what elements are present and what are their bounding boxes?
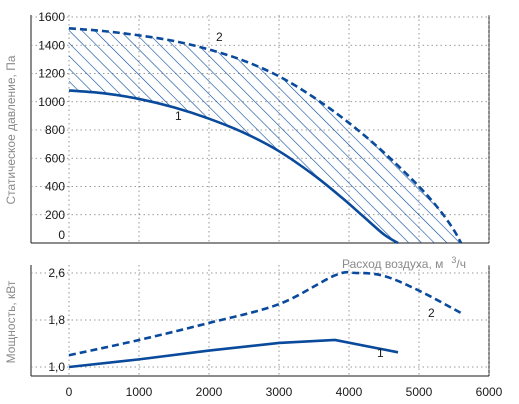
pressure-panel: 0 200 400 600 800 1000 1200 1400 1600 Статическо… bbox=[4, 10, 490, 245]
pressure-series-1-line bbox=[68, 89, 399, 245]
pressure-y-tick-label: 0 bbox=[58, 228, 65, 242]
pressure-y-ticks: 0 200 400 600 800 1000 1200 1400 1600 bbox=[38, 10, 65, 242]
power-gridlines bbox=[31, 265, 490, 376]
power-x-tick-label: 4000 bbox=[336, 385, 363, 399]
power-series bbox=[68, 270, 462, 369]
pressure-y-tick-label: 1000 bbox=[38, 95, 65, 109]
pressure-series-1-label: 1 bbox=[175, 109, 182, 123]
power-x-tick-label: 0 bbox=[66, 385, 73, 399]
power-x-tick-label: 5000 bbox=[406, 385, 433, 399]
power-y-tick-label: 1,8 bbox=[48, 313, 65, 327]
power-x-ticks: 0 1000 2000 3000 4000 5000 6000 bbox=[66, 385, 503, 399]
power-panel: 1,0 1,8 2,6 0 1000 2000 3000 4000 5000 6000 Мощн… bbox=[4, 265, 503, 399]
x-axis-title-sup: 3 bbox=[451, 255, 456, 265]
power-y-axis-title: Мощность, кВт bbox=[4, 280, 18, 363]
power-x-tick-label: 2000 bbox=[196, 385, 223, 399]
power-x-tick-label: 1000 bbox=[126, 385, 153, 399]
power-y-ticks: 1,0 1,8 2,6 bbox=[48, 266, 65, 374]
power-x-tick-label: 3000 bbox=[266, 385, 293, 399]
pressure-y-tick-label: 1200 bbox=[38, 67, 65, 81]
pressure-y-tick-label: 600 bbox=[45, 151, 65, 165]
power-series-2-label: 2 bbox=[428, 306, 435, 320]
pressure-y-tick-label: 1400 bbox=[38, 38, 65, 52]
pressure-series-2-label: 2 bbox=[216, 30, 223, 44]
pressure-series bbox=[68, 27, 463, 245]
pressure-y-tick-label: 1600 bbox=[38, 10, 65, 24]
power-series-2-line bbox=[68, 270, 462, 357]
x-axis-title-main: Расход воздуха, м bbox=[342, 257, 443, 271]
pressure-hatched-region bbox=[69, 28, 461, 243]
x-axis-title-tail: /ч bbox=[456, 257, 466, 271]
pressure-y-tick-label: 200 bbox=[45, 208, 65, 222]
pressure-y-tick-label: 800 bbox=[45, 123, 65, 137]
x-axis-title: Расход воздуха, м 3/ч bbox=[342, 255, 466, 271]
power-y-tick-label: 2,6 bbox=[48, 266, 65, 280]
pressure-y-axis-title: Статическое давление, Па bbox=[4, 55, 18, 204]
pressure-y-tick-label: 400 bbox=[45, 180, 65, 194]
power-y-tick-label: 1,0 bbox=[48, 360, 65, 374]
power-series-1-label: 1 bbox=[377, 346, 384, 360]
pressure-series-2-line bbox=[68, 27, 463, 244]
power-x-tick-label: 6000 bbox=[476, 385, 503, 399]
power-series-1-line bbox=[68, 338, 399, 369]
